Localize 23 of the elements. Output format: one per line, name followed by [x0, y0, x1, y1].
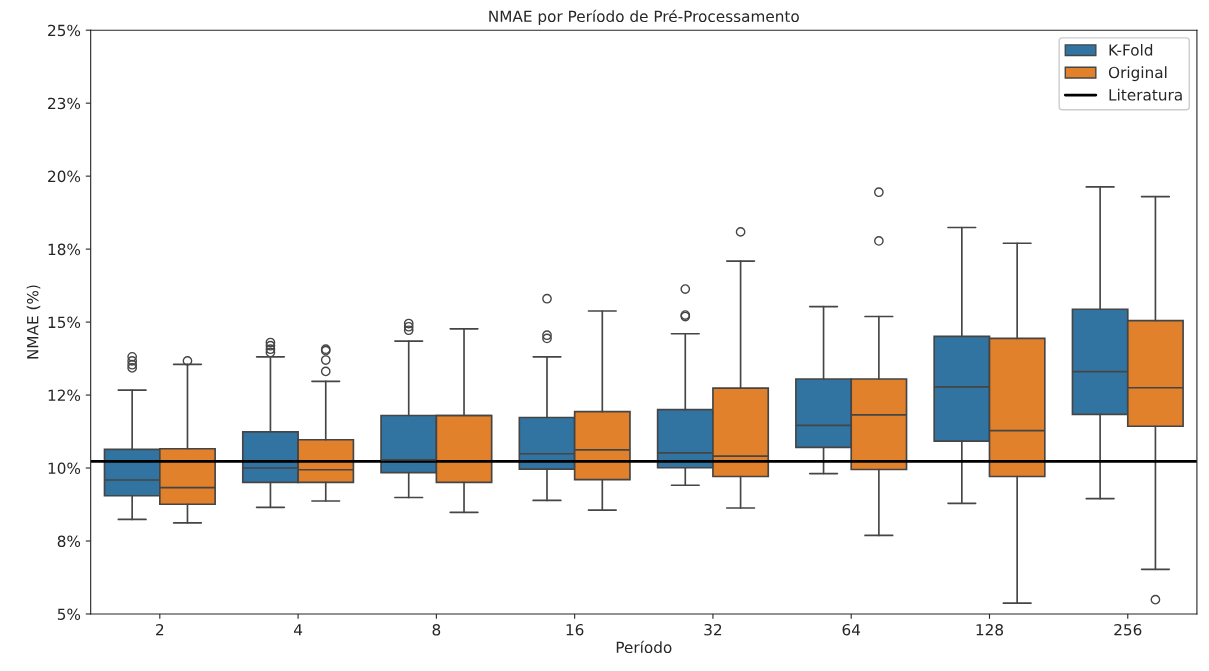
- y-tick-label: 10%: [48, 462, 81, 475]
- x-tick-label: 128: [976, 623, 1004, 636]
- y-tick-label: 8%: [57, 535, 81, 548]
- y-tick-label: 15%: [48, 316, 81, 329]
- y-tick-label: 12%: [48, 389, 81, 402]
- legend-label: K-Fold: [1109, 43, 1153, 56]
- legend-label: Literatura: [1109, 88, 1182, 101]
- x-tick-label: 256: [1114, 623, 1142, 636]
- x-tick-label: 2: [156, 623, 164, 636]
- x-axis-title: Período: [616, 640, 672, 654]
- x-tick-label: 4: [293, 624, 303, 636]
- y-tick-label: 20%: [48, 170, 81, 183]
- y-tick-label: 5%: [57, 608, 81, 620]
- x-tick-label: 16: [566, 623, 584, 636]
- legend-label: Original: [1108, 66, 1167, 82]
- x-tick-label: 64: [842, 623, 861, 636]
- chart-title: NMAE por Período de Pré-Processamento: [489, 9, 799, 26]
- x-tick-label: 8: [432, 623, 441, 636]
- y-tick-label: 25%: [48, 24, 81, 37]
- x-tick-label: 32: [704, 623, 722, 636]
- y-tick-label: 23%: [48, 97, 81, 110]
- y-tick-label: 18%: [48, 243, 81, 256]
- y-axis-title: NMAE (%): [26, 285, 41, 359]
